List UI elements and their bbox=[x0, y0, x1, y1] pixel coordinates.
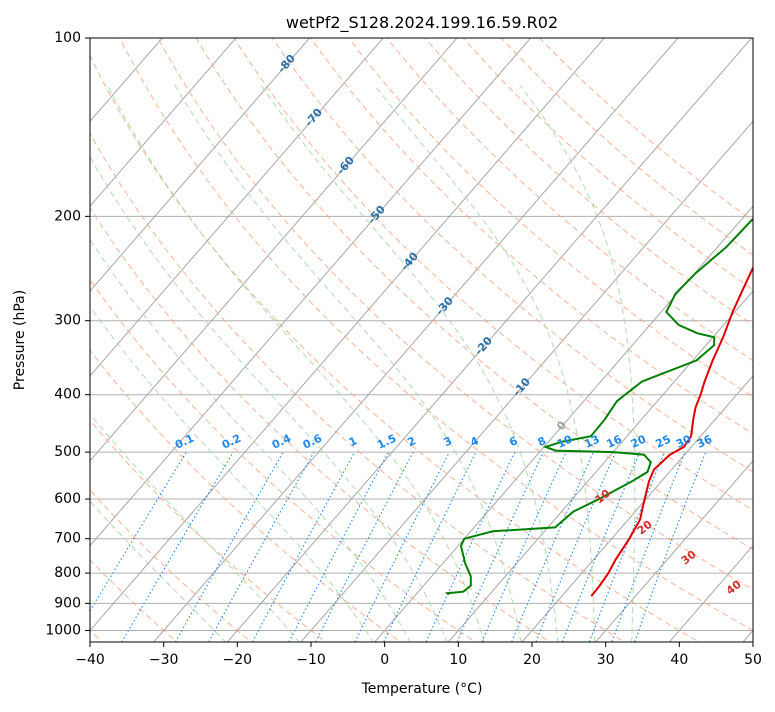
y-tick-label: 900 bbox=[54, 595, 81, 611]
x-tick-label: 50 bbox=[744, 652, 762, 668]
x-tick-label: −40 bbox=[75, 652, 105, 668]
x-axis-label: Temperature (°C) bbox=[361, 681, 483, 697]
y-tick-label: 500 bbox=[54, 444, 81, 460]
x-tick-label: −30 bbox=[149, 652, 179, 668]
x-tick-label: −20 bbox=[223, 652, 253, 668]
x-tick-label: 10 bbox=[449, 652, 467, 668]
y-tick-label: 200 bbox=[54, 208, 81, 224]
y-tick-label: 700 bbox=[54, 531, 81, 547]
x-tick-label: −10 bbox=[296, 652, 326, 668]
y-tick-label: 1000 bbox=[45, 623, 81, 639]
x-tick-label: 20 bbox=[523, 652, 541, 668]
x-tick-label: 40 bbox=[670, 652, 688, 668]
y-tick-label: 100 bbox=[54, 30, 81, 46]
x-tick-label: 0 bbox=[380, 652, 389, 668]
y-axis-label: Pressure (hPa) bbox=[12, 290, 28, 390]
y-tick-label: 800 bbox=[54, 565, 81, 581]
y-tick-label: 400 bbox=[54, 387, 81, 403]
x-tick-label: 30 bbox=[597, 652, 615, 668]
y-tick-label: 600 bbox=[54, 491, 81, 507]
y-tick-label: 300 bbox=[54, 313, 81, 329]
chart-title: wetPf2_S128.2024.199.16.59.R02 bbox=[286, 13, 558, 33]
